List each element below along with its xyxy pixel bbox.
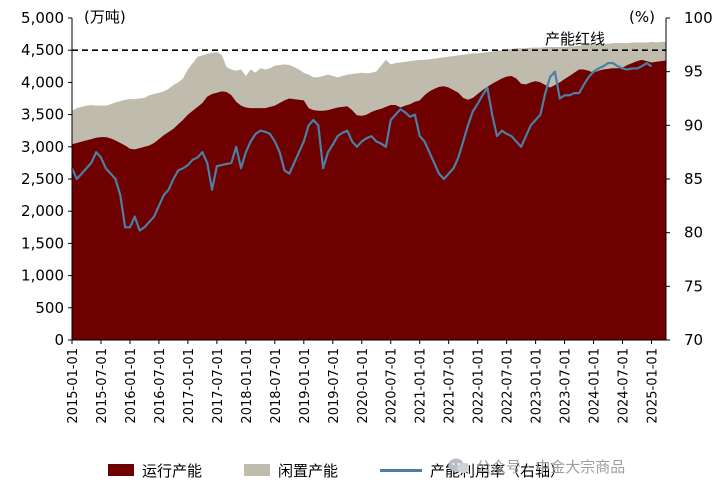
wechat-icon (448, 458, 469, 474)
legend-item-running: 运行产能 (108, 460, 202, 481)
x-tick-label: 2016-01-01 (124, 348, 139, 424)
x-tick-label: 2018-07-01 (269, 348, 284, 424)
left-unit-label: (万吨) (84, 8, 126, 26)
x-tick-label: 2023-01-01 (530, 348, 545, 424)
right-unit-label: (%) (629, 8, 655, 26)
y-left-tick-label: 1,000 (21, 267, 64, 285)
redline-label: 产能红线 (545, 30, 605, 48)
y-left-tick-label: 500 (35, 299, 64, 317)
x-tick-label: 2020-01-01 (356, 348, 371, 424)
legend-swatch-idle (244, 464, 271, 476)
legend-swatch-utilization (380, 468, 423, 472)
legend: 运行产能 闲置产能 产能利用率（右轴） (108, 458, 607, 482)
y-left-tick-label: 4,500 (21, 41, 64, 59)
legend-label-idle: 闲置产能 (278, 461, 339, 480)
y-right-tick-label: 70 (684, 331, 703, 349)
x-tick-label: 2015-07-01 (95, 348, 110, 424)
y-right-tick-label: 75 (684, 277, 703, 295)
x-tick-label: 2018-01-01 (240, 348, 255, 424)
watermark-text: 公众号 · 中金大宗商品 (476, 457, 626, 476)
x-tick-label: 2015-01-01 (66, 348, 81, 424)
y-left-tick-label: 0 (54, 331, 64, 349)
x-tick-label: 2022-01-01 (472, 348, 487, 424)
x-tick-label: 2021-01-01 (414, 348, 429, 424)
x-tick-label: 2019-07-01 (327, 348, 342, 424)
y-left-tick-label: 2,500 (21, 170, 64, 188)
legend-swatch-running (108, 464, 134, 476)
y-right-tick-label: 85 (684, 170, 703, 188)
series-running-capacity-area (72, 59, 666, 341)
x-tick-label: 2016-07-01 (153, 348, 168, 424)
series-utilization-line (70, 61, 653, 232)
y-right-tick-label: 100 (684, 9, 713, 27)
y-left-tick-label: 4,000 (21, 73, 64, 91)
y-left-tick-label: 2,000 (21, 202, 64, 220)
axes-group: 0 500 1,000 1,500 2,000 2,500 3,000 3,500 4,000 4… (21, 9, 713, 424)
x-tick-label: 2024-07-01 (617, 348, 632, 424)
legend-label-running: 运行产能 (142, 461, 203, 480)
y-right-tick-label: 80 (684, 224, 703, 242)
plot-area (70, 41, 666, 341)
x-tick-label: 2024-01-01 (588, 348, 603, 424)
x-tick-label: 2023-07-01 (559, 348, 574, 424)
x-tick-label: 2025-01-01 (646, 348, 661, 424)
x-tick-label: 2019-01-01 (298, 348, 313, 424)
y-left-tick-label: 3,500 (21, 106, 64, 124)
x-tick-label: 2017-07-01 (211, 348, 226, 424)
x-tick-label: 2020-07-01 (385, 348, 400, 424)
watermark: 公众号 · 中金大宗商品 (448, 452, 625, 480)
y-right-tick-label: 95 (684, 63, 703, 81)
legend-item-idle: 闲置产能 (244, 460, 338, 481)
x-tick-label: 2017-01-01 (182, 348, 197, 424)
y-left-tick-label: 5,000 (21, 9, 64, 27)
x-tick-label: 2021-07-01 (443, 348, 458, 424)
y-right-tick-label: 90 (684, 116, 703, 134)
y-left-tick-label: 1,500 (21, 234, 64, 252)
y-left-tick-label: 3,000 (21, 138, 64, 156)
x-tick-label: 2022-07-01 (501, 348, 516, 424)
